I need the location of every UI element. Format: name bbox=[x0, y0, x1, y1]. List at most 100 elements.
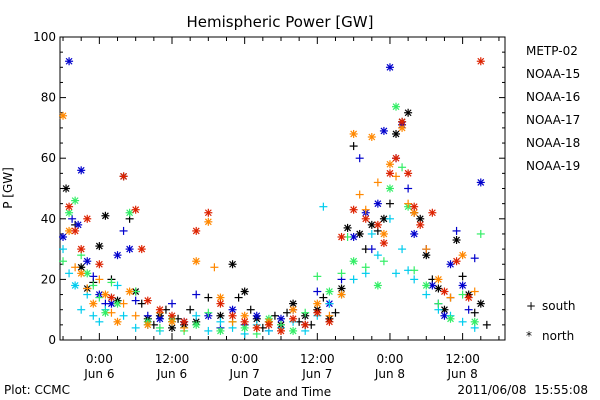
north-point bbox=[77, 269, 86, 278]
north-point bbox=[422, 281, 431, 290]
y-tick-label: 100 bbox=[33, 30, 56, 44]
north-point bbox=[143, 296, 152, 305]
north-point bbox=[240, 287, 249, 296]
north-point bbox=[59, 111, 68, 120]
north-point bbox=[452, 236, 461, 245]
south-point bbox=[313, 272, 322, 281]
south-point bbox=[95, 317, 104, 326]
north-point bbox=[204, 208, 213, 217]
legend-entry: NOAA-18 bbox=[526, 136, 580, 150]
south-point bbox=[95, 293, 104, 302]
legend-entry: NOAA-17 bbox=[526, 113, 580, 127]
south-point bbox=[337, 269, 346, 278]
north-point bbox=[398, 123, 407, 132]
north-point bbox=[458, 251, 467, 260]
north-point bbox=[289, 326, 298, 335]
south-point bbox=[373, 178, 382, 187]
south-point bbox=[452, 226, 461, 235]
south-point bbox=[107, 278, 116, 287]
legend-entry: NOAA-15 bbox=[526, 67, 580, 81]
north-point bbox=[240, 323, 249, 332]
chart-title: Hemispheric Power [GW] bbox=[187, 13, 374, 31]
north-point bbox=[71, 281, 80, 290]
north-point bbox=[476, 299, 485, 308]
south-point bbox=[107, 308, 116, 317]
north-point bbox=[404, 108, 413, 117]
legend-entry: NOAA-16 bbox=[526, 90, 580, 104]
south-point bbox=[59, 245, 68, 254]
north-point bbox=[398, 117, 407, 126]
legend-entry: NOAA-19 bbox=[526, 159, 580, 173]
north-point bbox=[349, 129, 358, 138]
south-point bbox=[59, 257, 68, 266]
north-point bbox=[434, 275, 443, 284]
north-point bbox=[476, 57, 485, 66]
south-point bbox=[325, 299, 334, 308]
north-point bbox=[464, 293, 473, 302]
south-point bbox=[65, 269, 74, 278]
south-point bbox=[434, 299, 443, 308]
y-tick-label: 40 bbox=[41, 212, 56, 226]
y-tick-label: 60 bbox=[41, 151, 56, 165]
north-point bbox=[65, 57, 74, 66]
south-point bbox=[422, 245, 431, 254]
north-point bbox=[385, 160, 394, 169]
north-point bbox=[289, 305, 298, 314]
marker-legend: + south * north bbox=[526, 299, 576, 343]
north-point bbox=[337, 284, 346, 293]
south-point bbox=[319, 293, 328, 302]
north-point bbox=[410, 229, 419, 238]
north-point bbox=[59, 232, 68, 241]
south-point bbox=[410, 275, 419, 284]
south-point bbox=[313, 287, 322, 296]
south-point bbox=[234, 293, 243, 302]
north-point bbox=[416, 220, 425, 229]
south-point bbox=[398, 163, 407, 172]
north-point bbox=[155, 305, 164, 314]
north-point bbox=[125, 208, 134, 217]
series-noaa-19 bbox=[65, 57, 485, 335]
north-point bbox=[264, 320, 273, 329]
south-point bbox=[192, 290, 201, 299]
legend-entry: METP-02 bbox=[526, 44, 578, 58]
south-point bbox=[192, 311, 201, 320]
data-points bbox=[59, 57, 491, 338]
south-point bbox=[131, 296, 140, 305]
marker-label: north bbox=[542, 329, 574, 343]
x-tick-date-label: Jun 6 bbox=[156, 367, 187, 381]
north-point bbox=[289, 314, 298, 323]
north-point bbox=[373, 199, 382, 208]
x-tick-time-label: 12:00 bbox=[155, 352, 190, 366]
north-point bbox=[71, 226, 80, 235]
south-point bbox=[379, 257, 388, 266]
north-point bbox=[355, 229, 364, 238]
y-tick-label: 20 bbox=[41, 272, 56, 286]
north-point bbox=[458, 281, 467, 290]
north-point bbox=[89, 299, 98, 308]
north-point bbox=[131, 205, 140, 214]
north-point bbox=[228, 305, 237, 314]
north-point bbox=[392, 102, 401, 111]
north-point bbox=[373, 220, 382, 229]
north-point bbox=[204, 217, 213, 226]
south-point bbox=[385, 199, 394, 208]
south-point bbox=[476, 229, 485, 238]
y-axis-label: P [GW] bbox=[1, 167, 15, 209]
south-point bbox=[137, 299, 146, 308]
south-point bbox=[355, 154, 364, 163]
marker-symbol: + bbox=[526, 299, 536, 313]
south-point bbox=[95, 275, 104, 284]
north-point bbox=[434, 284, 443, 293]
south-point bbox=[301, 308, 310, 317]
south-point bbox=[404, 184, 413, 193]
north-point bbox=[101, 290, 110, 299]
south-point bbox=[470, 308, 479, 317]
north-point bbox=[301, 320, 310, 329]
north-point bbox=[101, 211, 110, 220]
north-point bbox=[228, 260, 237, 269]
south-point bbox=[210, 263, 219, 272]
north-point bbox=[410, 202, 419, 211]
north-point bbox=[77, 166, 86, 175]
south-point bbox=[319, 202, 328, 211]
